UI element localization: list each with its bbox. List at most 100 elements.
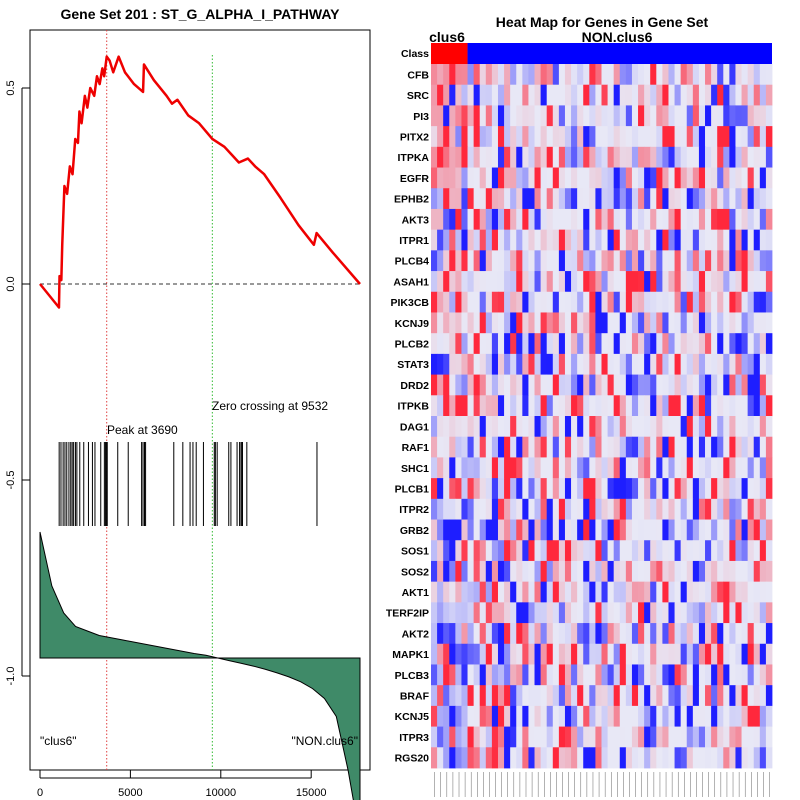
heatmap-cell	[613, 188, 621, 210]
heatmap-cell	[765, 105, 773, 127]
heatmap-cell	[613, 105, 621, 127]
heatmap-cell	[522, 291, 529, 313]
heatmap-cell	[455, 84, 462, 106]
heatmap-cell	[650, 208, 657, 231]
heatmap-cell	[504, 126, 511, 148]
heatmap-cell	[638, 623, 645, 645]
heatmap-cell	[455, 664, 462, 686]
heatmap-cell	[759, 602, 767, 624]
heatmap-cell	[765, 685, 773, 707]
heatmap-cell	[668, 540, 675, 562]
heatmap-cell	[601, 291, 608, 313]
heatmap-cell	[668, 602, 675, 624]
heatmap-cell	[601, 64, 608, 86]
heatmap-cell	[662, 416, 669, 438]
heatmap-cell	[674, 146, 682, 168]
heatmap-cell	[613, 146, 621, 168]
heatmap-cell	[595, 498, 602, 520]
heatmap-cell	[467, 312, 475, 334]
heatmap-cell	[577, 416, 584, 438]
heatmap-cell	[589, 623, 596, 645]
heatmap-cell	[698, 374, 706, 396]
heatmap-cell	[595, 685, 602, 707]
heatmap-cell	[485, 126, 493, 148]
heatmap-cell	[741, 250, 749, 272]
heatmap-cell	[717, 126, 724, 148]
heatmap-cell	[705, 519, 712, 541]
heatmap-cell	[510, 167, 517, 189]
heatmap-cell	[534, 146, 542, 168]
heatmap-cell	[717, 353, 724, 375]
heatmap-cell	[723, 353, 730, 375]
heatmap-cell	[552, 623, 560, 645]
heatmap-cell	[692, 664, 700, 686]
heatmap-cell	[577, 643, 584, 665]
heatmap-cell	[577, 560, 584, 583]
heatmap-cell	[467, 333, 475, 355]
heatmap-cell	[717, 250, 724, 272]
heatmap-cell	[449, 457, 456, 479]
heatmap-cell	[558, 333, 566, 355]
heatmap-cell	[662, 623, 669, 645]
heatmap-cell	[455, 498, 462, 520]
heatmap-cell	[595, 664, 602, 686]
heatmap-cell	[497, 436, 505, 458]
heatmap-cell	[491, 416, 499, 438]
heatmap-cell	[613, 436, 621, 458]
heatmap-cell	[516, 208, 523, 231]
heatmap-cell	[625, 560, 633, 583]
heatmap-cell	[546, 395, 554, 417]
heatmap-cell	[650, 519, 657, 541]
heatmap-cell	[674, 478, 682, 500]
heatmap-cell	[546, 498, 554, 520]
heatmap-cell	[601, 623, 608, 645]
heatmap-cell	[467, 208, 475, 231]
heatmap-cell	[619, 643, 627, 665]
gene-label: EGFR	[400, 173, 430, 185]
heatmap-cell	[479, 478, 487, 500]
heatmap-cell	[467, 291, 475, 313]
heatmap-cell	[564, 643, 572, 665]
heatmap-cell	[698, 271, 706, 293]
heatmap-cell	[656, 333, 663, 355]
heatmap-cell	[443, 208, 450, 231]
gene-label: KCNJ9	[395, 318, 430, 330]
heatmap-cell	[759, 188, 767, 210]
heatmap-cell	[638, 353, 645, 375]
heatmap-cell	[528, 333, 535, 355]
heatmap-cell	[601, 416, 608, 438]
heatmap-cell	[705, 208, 712, 231]
heatmap-cell	[455, 374, 462, 396]
heatmap-cell	[735, 540, 742, 562]
heatmap-cell	[546, 436, 554, 458]
heatmap-cell	[662, 271, 669, 293]
heatmap-cell	[765, 84, 773, 106]
heatmap-cell	[504, 457, 511, 479]
heatmap-cell	[723, 457, 730, 479]
heatmap-cell	[625, 271, 633, 293]
heatmap-cell	[765, 623, 773, 645]
heatmap-cell	[449, 726, 456, 748]
heatmap-cell	[583, 105, 590, 127]
heatmap-cell	[552, 685, 560, 707]
heatmap-cell	[485, 374, 493, 396]
heatmap-cell	[765, 167, 773, 189]
heatmap-cell	[753, 416, 761, 438]
heatmap-cell	[747, 498, 755, 520]
heatmap-cell	[431, 478, 438, 500]
heatmap-cell	[595, 250, 602, 272]
heatmap-cell	[534, 478, 542, 500]
heatmap-cell	[601, 436, 608, 458]
heatmap-cell	[638, 602, 645, 624]
heatmap-cell	[491, 498, 499, 520]
heatmap-cell	[479, 498, 487, 520]
heatmap-cell	[564, 271, 572, 293]
heatmap-cell	[692, 705, 700, 727]
heatmap-cell	[717, 685, 724, 707]
heatmap-cell	[753, 250, 761, 272]
heatmap-cell	[668, 126, 675, 148]
heatmap-cell	[619, 167, 627, 189]
gene-label: PI3	[413, 111, 429, 123]
heatmap-cell	[467, 188, 475, 210]
heatmap-cell	[705, 64, 712, 86]
